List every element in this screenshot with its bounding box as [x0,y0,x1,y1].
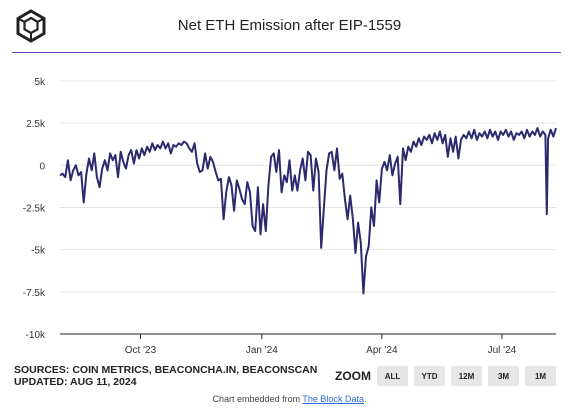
y-tick-label: -10k [26,330,46,341]
y-tick-label: -5k [31,246,46,257]
x-tick-label: Oct '23 [125,345,157,355]
zoom-all-button[interactable]: ALL [377,366,408,386]
y-tick-label: -2.5k [23,203,46,214]
zoom-12m-button[interactable]: 12M [451,366,482,386]
embed-suffix: . [363,394,367,404]
y-tick-label: 2.5k [26,119,46,130]
chart-title: Net ETH Emission after EIP-1559 [177,17,402,34]
x-tick-label: Apr '24 [366,345,398,355]
zoom-ytd-button[interactable]: YTD [414,366,445,386]
chart-sources: SOURCES: COIN METRICS, BEACONCHA.IN, BEA… [14,364,317,388]
zoom-label: ZOOM [335,369,371,383]
series-line [59,127,557,295]
x-tick-label: Jul '24 [488,345,517,355]
y-tick-label: 0 [39,161,45,172]
title-divider [12,52,561,53]
y-tick-label: 5k [34,77,46,88]
x-tick-label: Jan '24 [246,345,278,355]
embed-credit: Chart embedded from The Block Data. [0,394,579,404]
zoom-1m-button[interactable]: 1M [525,366,556,386]
embed-prefix: Chart embedded from [212,394,303,404]
zoom-controls: ZOOM ALL YTD 12M 3M 1M [335,366,562,386]
line-chart[interactable]: 5k 2.5k 0 -2.5k -5k -7.5k -10k Oct '23 Jan '24 Ap… [0,60,579,355]
y-tick-label: -7.5k [23,288,46,299]
updated-text: UPDATED: AUG 11, 2024 [14,376,137,388]
the-block-logo [16,9,46,43]
sources-text: SOURCES: COIN METRICS, BEACONCHA.IN, BEA… [14,364,318,376]
zoom-3m-button[interactable]: 3M [488,366,519,386]
the-block-data-link[interactable]: The Block Data [302,394,364,404]
